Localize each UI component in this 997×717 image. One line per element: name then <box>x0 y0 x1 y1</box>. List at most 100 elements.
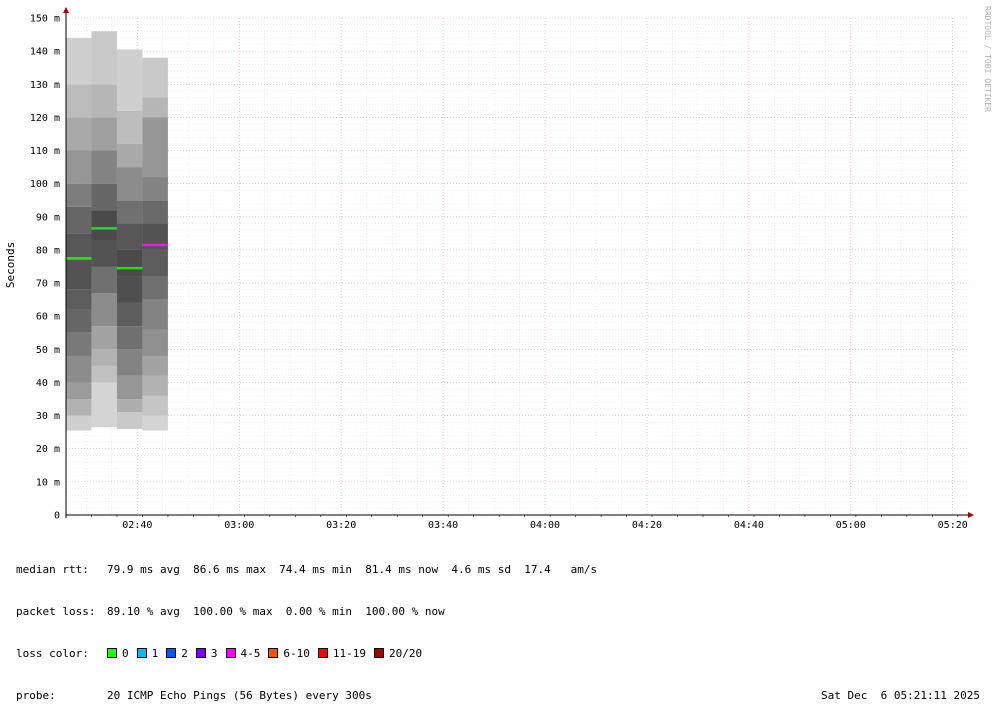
chart-grid <box>66 17 968 515</box>
smoke-band <box>91 210 117 240</box>
smoke-band <box>116 110 143 144</box>
loss-color-swatch <box>107 648 117 658</box>
loss-color-item: 2 <box>166 647 188 660</box>
legend: median rtt: 79.9 ms avg 86.6 ms max 74.4 … <box>16 535 986 717</box>
loss-color-text: 2 <box>181 647 188 660</box>
smoke-band <box>142 177 168 201</box>
smoke-band <box>142 117 168 178</box>
loss-color-text: 3 <box>210 647 218 660</box>
smoke-band <box>91 117 117 151</box>
y-tick-label: 70 m <box>36 279 60 290</box>
smoke-band <box>66 399 92 416</box>
smoke-band <box>116 49 143 111</box>
x-tick-label: 05:00 <box>836 520 866 531</box>
loss-color-item: 3 <box>195 647 218 660</box>
smoke-band <box>116 223 143 250</box>
smoke-band <box>142 57 168 98</box>
smoke-band <box>116 167 143 201</box>
smoke-band <box>91 365 117 383</box>
smoke-band <box>116 399 143 413</box>
loss-color-text: 1 <box>151 647 159 660</box>
smoke-band <box>116 249 143 277</box>
smoke-band <box>66 309 92 333</box>
loss-color-text: 6-10 <box>283 647 310 660</box>
smoke-band <box>66 37 92 85</box>
smoke-band <box>91 150 117 184</box>
y-tick-label: 10 m <box>36 477 60 488</box>
smoke-band <box>142 375 168 396</box>
smoke-band <box>91 293 117 327</box>
smoke-band <box>142 249 168 277</box>
smoke-band <box>66 150 92 184</box>
smoke-band <box>142 200 168 224</box>
smoke-band <box>116 200 143 224</box>
x-tick-label: 03:20 <box>326 520 356 531</box>
smoke-band <box>142 97 168 118</box>
smoke-band <box>116 143 143 168</box>
loss-color-row: loss color: 0 1 2 3 4-5 6-10 11-19 20/20 <box>16 647 986 661</box>
loss-color-swatch <box>225 648 236 658</box>
loss-color-text: 20/20 <box>389 647 423 660</box>
rtt-chart: 0 10 m 20 m 30 m 40 m 50 m 60 m 70 m 80 m 90 m 100… <box>4 6 992 531</box>
x-tick-label: 03:40 <box>428 520 458 531</box>
y-tick-label: 120 m <box>30 113 60 124</box>
x-tick-label: 04:00 <box>530 520 560 531</box>
smoke-band <box>142 299 168 330</box>
smoke-band <box>66 355 92 383</box>
loss-color-text: 0 <box>122 647 129 660</box>
smoke-band <box>91 84 117 118</box>
probe-row: probe: 20 ICMP Echo Pings (56 Bytes) ever… <box>16 689 986 703</box>
smoke-band <box>142 355 168 376</box>
x-tick-label: 04:20 <box>632 520 662 531</box>
loss-color-item: 20/20 <box>374 647 422 660</box>
smoke-band <box>91 31 117 85</box>
probe-label: probe: <box>16 689 56 702</box>
y-tick-label: 80 m <box>36 245 60 256</box>
y-tick-label: 150 m <box>30 14 60 25</box>
smoke-band <box>66 84 92 118</box>
smoke-band <box>116 326 143 350</box>
smoke-band <box>142 276 168 300</box>
smoke-band <box>116 349 143 376</box>
smoke-band <box>91 382 117 428</box>
x-tick-label: 04:40 <box>734 520 764 531</box>
smoke-columns <box>66 31 168 431</box>
y-tick-label: 130 m <box>30 80 60 91</box>
loss-color-swatch <box>195 648 206 658</box>
median-rtt-row: median rtt: 79.9 ms avg 86.6 ms max 74.4 … <box>16 563 986 577</box>
smoke-band <box>142 395 168 416</box>
median-rtt-values: 79.9 ms avg 86.6 ms max 74.4 ms min 81.4… <box>107 563 598 576</box>
loss-color-item: 6-10 <box>268 647 310 660</box>
x-tick-label: 03:00 <box>224 520 254 531</box>
y-tick-label: 20 m <box>36 444 60 455</box>
y-tick-label: 140 m <box>30 47 60 58</box>
x-tick-labels: 02:40 03:00 03:20 03:40 04:00 04:20 04:40 05:00… <box>122 520 967 531</box>
loss-color-items: 0 1 2 3 4-5 6-10 11-19 20/20 <box>107 647 430 660</box>
smoke-band <box>66 415 92 431</box>
y-tick-label: 40 m <box>36 378 60 389</box>
loss-color-swatch <box>268 648 279 658</box>
y-tick-label: 50 m <box>36 345 60 356</box>
loss-color-swatch <box>317 648 328 658</box>
smoke-band <box>142 415 168 431</box>
smoke-band <box>116 302 143 327</box>
x-axis-arrow <box>968 512 974 518</box>
loss-color-item: 0 <box>107 647 129 660</box>
x-tick-label: 02:40 <box>122 520 152 531</box>
y-axis-arrow <box>63 7 69 13</box>
y-tick-label: 110 m <box>30 146 60 157</box>
smoke-band <box>66 206 92 234</box>
loss-color-text: 11-19 <box>332 647 366 660</box>
loss-color-label: loss color: <box>16 647 89 660</box>
rrdtool-credit: RRDTOOL / TOBI OETIKER <box>983 6 992 112</box>
y-axis-label: Seconds <box>4 242 17 288</box>
smoke-band <box>116 375 143 400</box>
y-tick-label: 0 <box>54 511 60 522</box>
loss-color-swatch <box>374 648 384 658</box>
packet-loss-row: packet loss: 89.10 % avg 100.00 % max 0.0… <box>16 605 986 619</box>
smoke-band <box>66 183 92 207</box>
smoke-band <box>66 259 92 290</box>
y-tick-label: 60 m <box>36 312 60 323</box>
loss-color-swatch <box>166 648 177 658</box>
smoke-band <box>91 326 117 350</box>
